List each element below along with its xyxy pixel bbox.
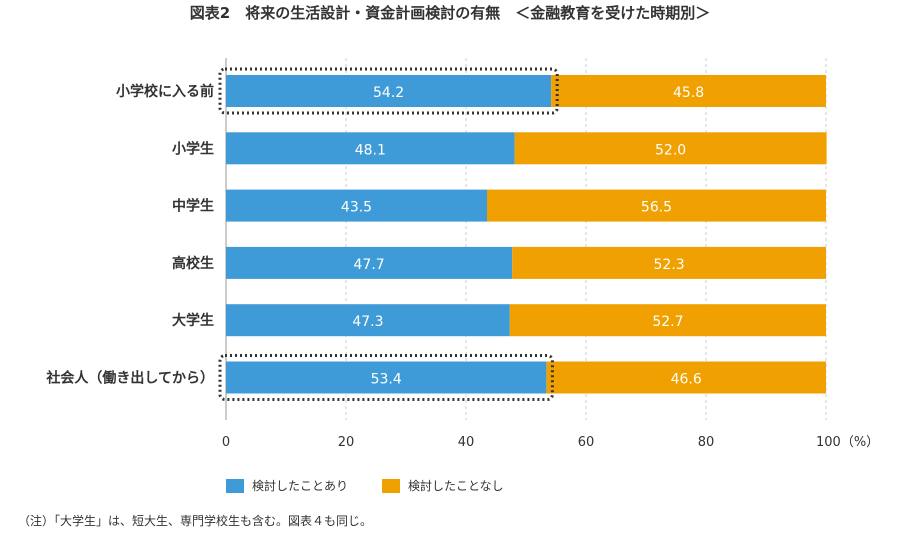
x-tick-label: 60 — [578, 435, 595, 450]
x-tick-label: 80 — [698, 435, 715, 450]
bar-segment — [514, 132, 827, 165]
legend-label: 検討したことあり — [252, 479, 349, 493]
x-tick-label: 100（%） — [816, 435, 879, 450]
chart-title: 図表2 将来の生活設計・資金計画検討の有無 ＜金融教育を受けた時期別＞ — [189, 4, 711, 22]
data-label: 53.4 — [371, 372, 402, 388]
bar-segment — [226, 132, 515, 165]
bar-segment — [226, 361, 547, 394]
category-label: 大学生 — [172, 312, 214, 329]
legend-item: 検討したことあり — [226, 477, 348, 494]
category-label: 小学校に入る前 — [116, 83, 214, 100]
category-label: 高校生 — [172, 255, 214, 272]
category-label: 小学生 — [172, 140, 214, 157]
data-label: 48.1 — [355, 142, 386, 158]
legend-swatch — [226, 478, 244, 493]
bar-segment — [512, 246, 826, 279]
footnote: （注）「大学生」は、短大生、専門学校生も含む。図表４も同じ。 — [18, 514, 373, 528]
bar-segment — [226, 75, 552, 107]
x-tick-label: 40 — [458, 435, 475, 450]
x-tick-label: 0 — [222, 435, 230, 450]
data-label: 46.6 — [671, 372, 702, 388]
bar-segment — [487, 189, 826, 222]
legend-item: 検討したことなし — [382, 477, 504, 494]
bar-segment — [226, 246, 513, 279]
data-label: 52.3 — [654, 257, 685, 273]
data-label: 47.3 — [352, 314, 383, 330]
bar-segment — [546, 361, 826, 394]
bar-segment — [551, 75, 826, 107]
data-label: 54.2 — [373, 85, 404, 101]
highlight-box — [218, 354, 554, 401]
category-label: 中学生 — [172, 198, 214, 215]
data-label: 43.5 — [341, 200, 372, 216]
bar-segment — [226, 304, 510, 337]
data-label: 56.5 — [641, 200, 672, 216]
data-label: 52.7 — [652, 314, 683, 330]
highlight-box — [218, 67, 559, 115]
data-label: 47.7 — [354, 257, 385, 273]
legend: 検討したことあり 検討したことなし — [226, 477, 504, 494]
legend-label: 検討したことなし — [408, 479, 504, 493]
legend-swatch — [382, 478, 401, 493]
x-tick-label: 20 — [338, 435, 355, 450]
data-label: 45.8 — [673, 85, 704, 101]
bar-segment — [509, 304, 826, 337]
category-label: 社会人（働き出してから） — [45, 370, 214, 387]
bar-segment — [226, 189, 487, 222]
data-label: 52.0 — [655, 142, 686, 158]
